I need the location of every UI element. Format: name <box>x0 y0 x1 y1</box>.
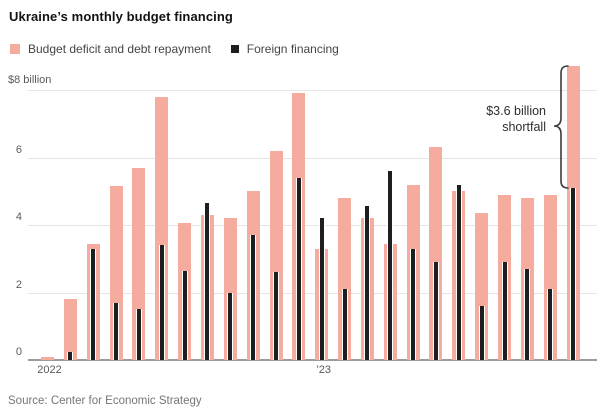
bar-foreign <box>365 206 370 360</box>
bar-foreign <box>228 292 233 360</box>
gridline <box>28 157 597 159</box>
bar-foreign <box>91 248 96 360</box>
bar-foreign <box>319 218 324 360</box>
legend: Budget deficit and debt repayment Foreig… <box>10 42 339 56</box>
bar-foreign <box>456 184 461 360</box>
y-tick-label: 6 <box>15 143 22 156</box>
shortfall-annotation-line2: shortfall <box>502 120 546 135</box>
legend-item-foreign: Foreign financing <box>230 42 339 56</box>
bar-foreign <box>182 270 187 360</box>
bar-foreign <box>342 289 347 360</box>
x-tick-label: 2022 <box>37 364 62 376</box>
bar-deficit <box>223 218 237 360</box>
bar-foreign <box>548 289 553 360</box>
legend-item-deficit: Budget deficit and debt repayment <box>10 42 211 56</box>
bar-foreign <box>274 272 278 360</box>
bar-foreign <box>68 351 73 360</box>
bar-deficit <box>132 167 146 360</box>
x-axis-line <box>28 359 597 361</box>
bar-deficit <box>543 194 557 360</box>
bar-foreign <box>525 268 530 360</box>
gridline <box>28 225 597 226</box>
y-tick-label: 2 <box>15 278 22 291</box>
bar-deficit <box>109 186 123 360</box>
plot-area <box>28 66 597 361</box>
y-tick-label: 0 <box>15 346 22 358</box>
source-note: Source: Center for Economic Strategy <box>8 395 202 407</box>
bar-foreign <box>251 235 256 360</box>
bar-foreign <box>433 262 438 360</box>
bar-foreign <box>479 306 484 360</box>
legend-swatch-deficit <box>10 44 20 54</box>
bar-foreign <box>411 248 416 360</box>
legend-swatch-foreign <box>230 45 239 53</box>
gridline <box>28 292 597 294</box>
x-tick-label: ’23 <box>316 364 332 376</box>
bar-foreign <box>205 203 210 360</box>
brace-icon <box>553 65 569 189</box>
bar-foreign <box>159 245 164 360</box>
bar-deficit <box>475 213 489 360</box>
bar-deficit <box>155 96 169 360</box>
bar-foreign <box>296 177 301 360</box>
bar-foreign <box>388 171 393 360</box>
bar-deficit <box>429 147 443 360</box>
legend-label-foreign: Foreign financing <box>246 42 339 56</box>
gridline <box>28 90 597 91</box>
bar-deficit <box>269 150 283 360</box>
bar-foreign <box>571 187 576 360</box>
bar-deficit <box>41 356 54 360</box>
bar-foreign <box>502 262 507 360</box>
shortfall-annotation: $3.6 billion shortfall <box>486 103 546 136</box>
legend-label-deficit: Budget deficit and debt repayment <box>28 42 211 56</box>
y-tick-label: 4 <box>15 211 22 223</box>
bar-foreign <box>114 302 119 360</box>
bar-deficit <box>338 198 352 360</box>
chart-title: Ukraine’s monthly budget financing <box>9 9 233 24</box>
bar-deficit <box>63 299 77 360</box>
y-axis-top-label: $8 billion <box>8 74 52 86</box>
bar-foreign <box>136 309 141 360</box>
shortfall-annotation-line1: $3.6 billion <box>486 104 546 118</box>
